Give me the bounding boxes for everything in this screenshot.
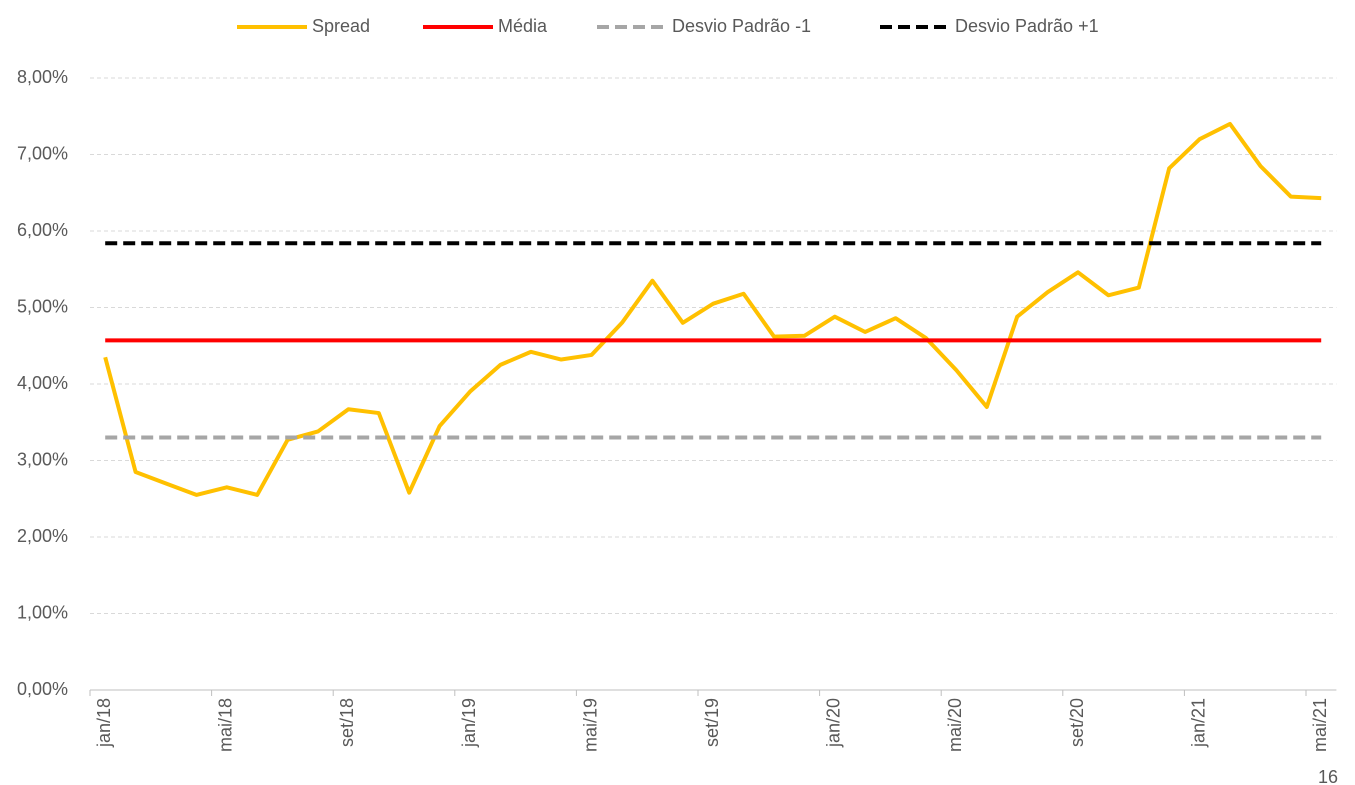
x-tick-label: mai/21	[1310, 698, 1330, 752]
legend-label: Desvio Padrão +1	[955, 16, 1099, 36]
y-tick-label: 0,00%	[17, 679, 68, 699]
x-tick-label: jan/18	[94, 698, 114, 748]
x-tick-label: mai/19	[580, 698, 600, 752]
x-tick-label: jan/20	[824, 698, 844, 748]
legend-label: Spread	[312, 16, 370, 36]
page-number: 16	[1318, 767, 1338, 785]
y-tick-label: 4,00%	[17, 373, 68, 393]
y-tick-label: 1,00%	[17, 602, 68, 622]
legend-label: Desvio Padrão -1	[672, 16, 811, 36]
y-tick-label: 7,00%	[17, 143, 68, 163]
x-tick-label: jan/21	[1188, 698, 1208, 748]
series-line	[103, 121, 1322, 497]
x-tick-label: mai/18	[216, 698, 236, 752]
y-tick-label: 8,00%	[17, 67, 68, 87]
x-tick-label: set/18	[337, 698, 357, 747]
x-tick-label: mai/20	[945, 698, 965, 752]
x-tick-label: set/20	[1067, 698, 1087, 747]
x-tick-label: jan/19	[459, 698, 479, 748]
y-tick-label: 2,00%	[17, 526, 68, 546]
y-tick-label: 5,00%	[17, 296, 68, 316]
y-tick-label: 3,00%	[17, 449, 68, 469]
legend-label: Média	[498, 16, 548, 36]
y-tick-label: 6,00%	[17, 220, 68, 240]
x-tick-label: set/19	[702, 698, 722, 747]
